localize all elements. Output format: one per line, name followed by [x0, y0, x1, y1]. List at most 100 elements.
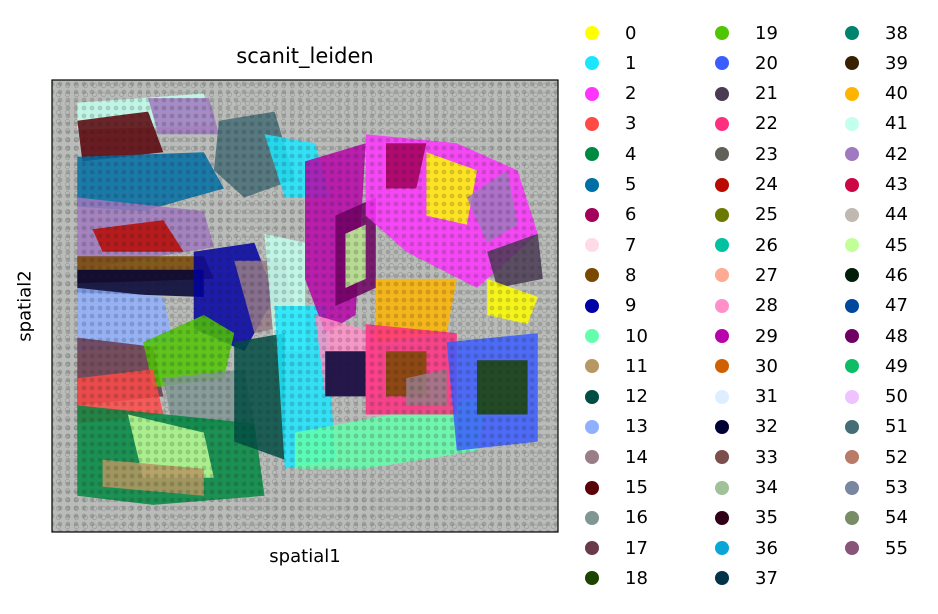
legend-marker	[845, 147, 859, 162]
legend-marker	[845, 238, 859, 253]
legend-label: 36	[755, 537, 778, 559]
legend-entry-45: 45	[845, 230, 908, 260]
legend-label: 2	[625, 83, 637, 105]
legend-label: 1	[625, 52, 637, 74]
legend-entry-39: 39	[845, 48, 908, 78]
legend-marker	[585, 298, 599, 313]
legend-label: 7	[625, 234, 637, 256]
legend-label: 15	[625, 477, 648, 498]
legend-marker	[845, 510, 859, 525]
legend-marker	[715, 86, 729, 101]
legend-entry-31: 31	[715, 382, 778, 412]
legend-entry-40: 40	[845, 79, 908, 109]
legend-marker	[585, 450, 599, 465]
legend-entry-15: 15	[585, 473, 648, 503]
legend-marker	[845, 177, 859, 192]
legend-label: 53	[885, 477, 908, 498]
legend-label: 30	[755, 355, 778, 377]
legend-label: 24	[755, 174, 778, 195]
legend-entry-54: 54	[845, 503, 908, 533]
legend-entry-13: 13	[585, 412, 648, 442]
legend-label: 26	[755, 234, 778, 256]
legend-label: 49	[885, 355, 908, 377]
legend-label: 55	[885, 537, 908, 559]
legend-label: 29	[755, 325, 778, 347]
spot-texture	[52, 80, 558, 532]
legend-entry-17: 17	[585, 533, 648, 563]
legend-label: 31	[755, 386, 778, 408]
legend-label: 46	[885, 264, 908, 286]
legend-label: 34	[755, 477, 778, 498]
legend-label: 4	[625, 143, 637, 165]
legend-label: 11	[625, 355, 648, 377]
legend-marker	[585, 268, 599, 283]
legend-marker	[715, 450, 729, 465]
legend-marker	[715, 329, 729, 343]
legend-marker	[845, 480, 859, 495]
chart-title: scanit_leiden	[236, 44, 374, 68]
legend-marker	[585, 207, 599, 222]
legend-entry-42: 42	[845, 139, 908, 169]
legend-label: 22	[755, 113, 778, 135]
legend-label: 10	[625, 325, 648, 347]
legend-marker	[715, 510, 729, 525]
legend-entry-1: 1	[585, 48, 636, 78]
legend-marker	[585, 238, 599, 253]
legend-marker	[585, 177, 599, 192]
legend-entry-36: 36	[715, 533, 778, 563]
legend-label: 5	[625, 174, 637, 195]
legend-marker	[715, 56, 729, 71]
legend-marker	[585, 571, 599, 586]
legend-marker	[585, 86, 599, 101]
legend-label: 20	[755, 52, 778, 74]
legend-label: 14	[625, 446, 648, 468]
legend-entry-48: 48	[845, 321, 908, 351]
legend-marker	[715, 268, 729, 283]
legend-entry-5: 5	[585, 170, 636, 200]
legend-marker	[715, 298, 729, 313]
legend-marker	[845, 86, 859, 101]
legend-label: 37	[755, 567, 778, 589]
legend-entry-11: 11	[585, 351, 648, 381]
legend-label: 16	[625, 507, 648, 529]
legend-entry-16: 16	[585, 503, 648, 533]
legend-label: 17	[625, 537, 648, 559]
legend-label: 19	[755, 22, 778, 44]
legend-label: 50	[885, 386, 908, 408]
legend-entry-24: 24	[715, 170, 778, 200]
legend-entry-41: 41	[845, 109, 908, 139]
legend-entry-34: 34	[715, 473, 778, 503]
legend-entry-2: 2	[585, 79, 636, 109]
legend-label: 39	[885, 52, 908, 74]
legend-entry-52: 52	[845, 442, 908, 472]
legend-label: 45	[885, 234, 908, 256]
legend-label: 33	[755, 446, 778, 468]
legend-label: 38	[885, 22, 908, 44]
legend-entry-0: 0	[585, 18, 636, 48]
x-axis-label: spatial1	[269, 546, 341, 567]
legend-label: 43	[885, 174, 908, 195]
legend-marker	[845, 450, 859, 465]
legend-entry-23: 23	[715, 139, 778, 169]
legend-entry-53: 53	[845, 473, 908, 503]
plot-frame	[51, 79, 559, 533]
legend-marker	[715, 238, 729, 253]
legend-label: 27	[755, 264, 778, 286]
legend-entry-18: 18	[585, 563, 648, 593]
legend-label: 40	[885, 83, 908, 105]
legend-marker	[845, 329, 859, 343]
legend-marker	[585, 56, 599, 71]
legend-entry-28: 28	[715, 291, 778, 321]
legend-marker	[845, 419, 859, 434]
legend-label: 8	[625, 264, 637, 286]
legend-entry-20: 20	[715, 48, 778, 78]
legend-marker	[715, 541, 729, 556]
legend-label: 3	[625, 113, 637, 135]
y-axis-label: spatial2	[14, 270, 36, 342]
legend-entry-43: 43	[845, 170, 908, 200]
legend-entry-44: 44	[845, 200, 908, 230]
legend-label: 42	[885, 143, 908, 165]
legend-label: 32	[755, 416, 778, 438]
legend-entry-3: 3	[585, 109, 636, 139]
